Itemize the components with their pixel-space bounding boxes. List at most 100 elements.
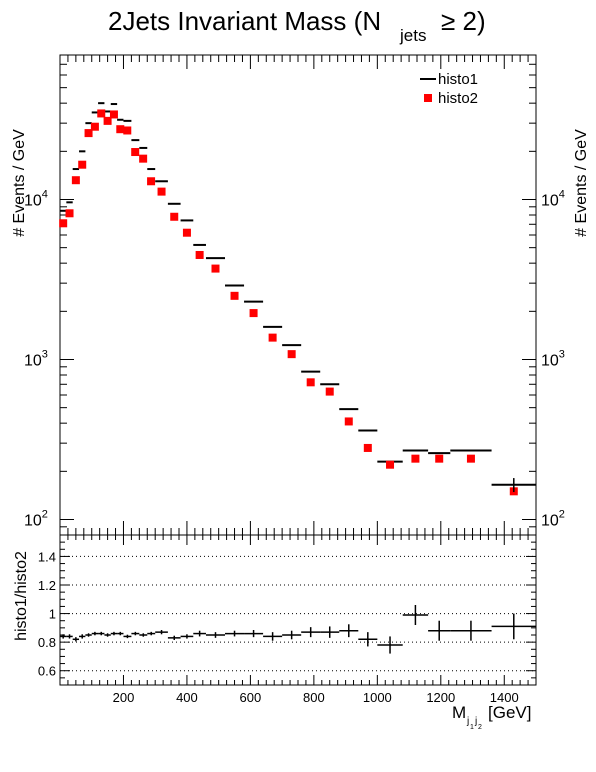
legend-histo2-marker bbox=[424, 94, 432, 102]
legend-histo1-label: histo1 bbox=[438, 71, 478, 88]
histo2-point bbox=[268, 333, 277, 342]
ratio-point bbox=[123, 634, 132, 639]
upper-ylabel-left: # Events / GeV bbox=[11, 129, 28, 237]
ratio-point bbox=[263, 632, 283, 641]
legend-histo2-label: histo2 bbox=[438, 90, 478, 107]
ytick-exponent: 3 bbox=[559, 348, 565, 360]
histo2-point bbox=[306, 378, 315, 387]
histo2-point bbox=[170, 212, 179, 221]
ratio-point bbox=[301, 627, 321, 638]
ratio-point bbox=[244, 630, 264, 638]
lower-plot-frame bbox=[59, 534, 537, 686]
ytick-exponent: 2 bbox=[559, 508, 565, 520]
histo2-point bbox=[195, 250, 204, 259]
x-axis-label: M j 1 j 2 [GeV] bbox=[452, 703, 531, 731]
histo2-point bbox=[325, 387, 334, 396]
histo2-point bbox=[182, 228, 191, 237]
histo2-point bbox=[65, 209, 74, 218]
xlabel-main: M bbox=[452, 703, 466, 722]
histo2-point bbox=[90, 122, 99, 131]
lower-ytick-label: 1 bbox=[49, 607, 56, 622]
histo2-point bbox=[103, 116, 112, 125]
ratio-point bbox=[402, 605, 429, 625]
histo2-point bbox=[139, 154, 148, 163]
histo2-point bbox=[211, 264, 220, 273]
ratio-point bbox=[117, 631, 124, 636]
chart-title: 2Jets Invariant Mass (N jets ≥ 2) bbox=[108, 6, 486, 45]
upper-ytick-label-right: 103 bbox=[541, 348, 565, 369]
lower-data bbox=[60, 605, 536, 654]
histo2-point bbox=[363, 443, 372, 452]
ratio-point bbox=[193, 630, 206, 637]
ratio-point bbox=[98, 631, 105, 636]
xlabel-sub3: j bbox=[474, 716, 477, 727]
ratio-point bbox=[110, 631, 118, 636]
histo2-point bbox=[157, 187, 166, 196]
lower-xtick-label: 1400 bbox=[490, 690, 519, 705]
lower-xtick-label: 800 bbox=[303, 690, 325, 705]
histo2-point bbox=[249, 309, 258, 318]
upper-ylabel-right: # Events / GeV bbox=[573, 129, 590, 237]
ratio-point bbox=[72, 637, 80, 642]
ratio-point bbox=[428, 620, 451, 641]
xlabel-sub2: 1 bbox=[470, 724, 474, 731]
ratio-point bbox=[104, 633, 111, 637]
ytick-base: 10 bbox=[24, 512, 42, 529]
lower-xtick-label: 1200 bbox=[426, 690, 455, 705]
ratio-point bbox=[205, 632, 226, 638]
ytick-exponent: 4 bbox=[559, 188, 565, 200]
title-relation: ≥ 2) bbox=[441, 6, 486, 36]
histo2-point bbox=[123, 126, 132, 135]
lower-ylabel: histo1/histo2 bbox=[13, 551, 30, 641]
ytick-base: 10 bbox=[24, 192, 42, 209]
upper-ytick-label-right: 102 bbox=[541, 508, 565, 529]
ratio-point bbox=[282, 630, 302, 640]
histo2-point bbox=[131, 148, 140, 157]
lower-xtick-label: 600 bbox=[240, 690, 262, 705]
xlabel-sub4: 2 bbox=[478, 724, 482, 731]
upper-ytick-label-left: 102 bbox=[24, 508, 48, 529]
legend: histo1 histo2 bbox=[420, 71, 478, 107]
ytick-base: 10 bbox=[24, 352, 42, 369]
ratio-point bbox=[60, 634, 67, 639]
ratio-point bbox=[85, 633, 92, 637]
ratio-point bbox=[139, 633, 148, 637]
histo2-point bbox=[466, 454, 475, 463]
ratio-point bbox=[358, 632, 378, 647]
histo2-point bbox=[386, 460, 395, 469]
ratio-point bbox=[377, 636, 403, 654]
lower-axes: 0.6 0.8 1 1.2 1.4 200 400 600 800 1000 1200 1400 bbox=[38, 534, 537, 705]
ratio-point bbox=[167, 635, 181, 640]
lower-xtick-label: 1000 bbox=[363, 690, 392, 705]
ratio-point bbox=[450, 620, 492, 641]
ytick-exponent: 3 bbox=[42, 348, 48, 360]
upper-ytick-label-left: 103 bbox=[24, 348, 48, 369]
title-main: 2Jets Invariant Mass (N bbox=[108, 6, 381, 36]
histo2-point bbox=[78, 160, 87, 169]
ratio-point bbox=[79, 634, 86, 639]
ytick-base: 10 bbox=[541, 512, 559, 529]
upper-ytick-label-right: 104 bbox=[541, 188, 565, 209]
ytick-exponent: 4 bbox=[42, 188, 48, 200]
histo2-point bbox=[435, 454, 444, 463]
ratio-point bbox=[320, 626, 340, 638]
lower-ytick-label: 0.8 bbox=[38, 635, 56, 650]
histo2-point bbox=[71, 176, 80, 185]
histo2-point bbox=[84, 129, 93, 138]
lower-xtick-label: 400 bbox=[176, 690, 198, 705]
lower-xtick-label: 200 bbox=[113, 690, 135, 705]
lower-ytick-label: 0.6 bbox=[38, 664, 56, 679]
ratio-point bbox=[91, 631, 99, 636]
histo2-point bbox=[411, 454, 420, 463]
title-subscript: jets bbox=[399, 26, 426, 45]
upper-data bbox=[59, 102, 536, 496]
lower-grid bbox=[60, 555, 536, 672]
ratio-point bbox=[131, 631, 140, 636]
ratio-point bbox=[339, 624, 359, 638]
histo2-point bbox=[344, 417, 353, 426]
xlabel-sub: j bbox=[466, 716, 469, 727]
histo2-point bbox=[147, 177, 156, 186]
ratio-point bbox=[155, 630, 168, 635]
ytick-base: 10 bbox=[541, 192, 559, 209]
